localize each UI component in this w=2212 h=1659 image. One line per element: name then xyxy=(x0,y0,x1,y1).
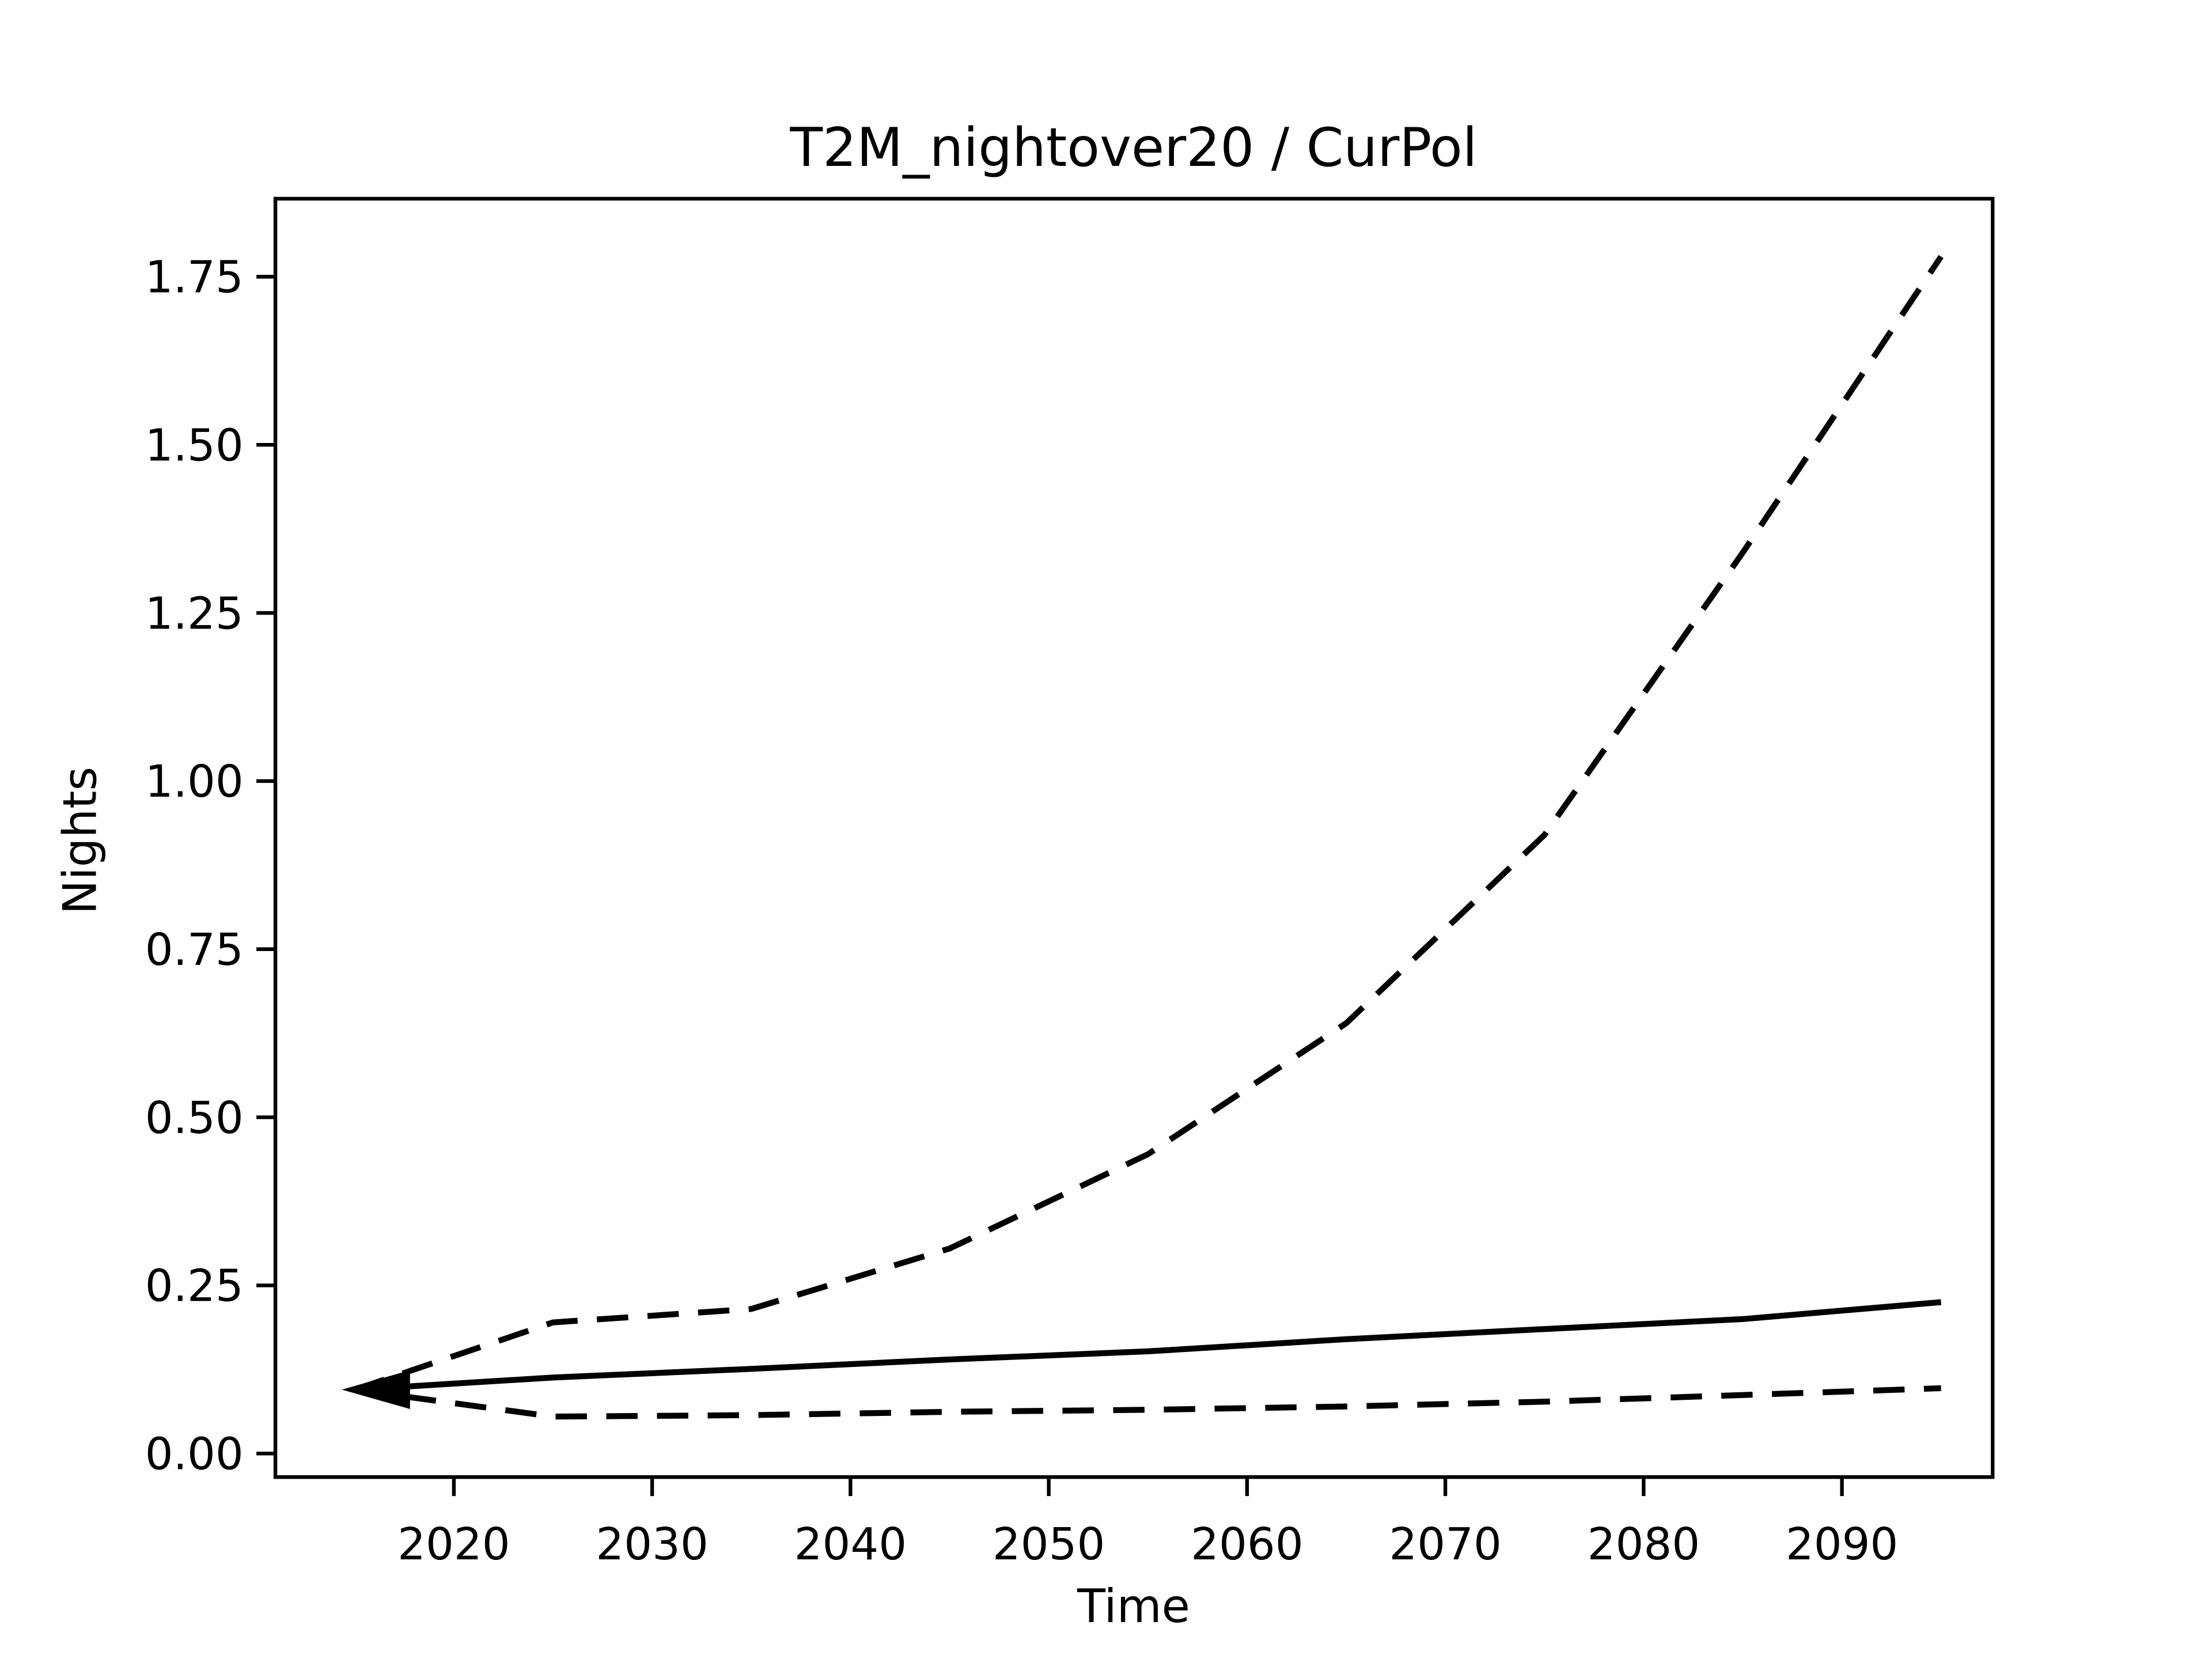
start-arrow-marker xyxy=(342,1370,410,1409)
y-tick-label: 1.25 xyxy=(145,588,244,639)
x-tick-label: 2080 xyxy=(1588,1519,1700,1570)
y-tick-label: 0.25 xyxy=(145,1261,244,1312)
y-tick-label: 1.00 xyxy=(145,756,244,808)
y-tick-label: 1.75 xyxy=(145,252,244,304)
x-tick-label: 2040 xyxy=(794,1519,907,1570)
series-line-upper-bound xyxy=(354,255,1944,1393)
chart-title: T2M_nightover20 / CurPol xyxy=(789,116,1477,179)
x-tick-label: 2030 xyxy=(596,1519,708,1570)
y-tick-label: 0.75 xyxy=(145,925,244,976)
y-tick-label: 0.00 xyxy=(145,1429,244,1480)
x-tick-label: 2070 xyxy=(1389,1519,1501,1570)
series-line-median xyxy=(354,1299,1942,1393)
x-tick-label: 2050 xyxy=(993,1519,1105,1570)
y-tick-label: 1.50 xyxy=(145,420,244,471)
x-axis-label: Time xyxy=(1077,1580,1190,1633)
x-tick-label: 2090 xyxy=(1786,1519,1898,1570)
x-tick-label: 2060 xyxy=(1191,1519,1303,1570)
plot-frame xyxy=(273,196,1995,1479)
series-line-lower-bound xyxy=(354,1385,1941,1420)
y-tick-label: 0.50 xyxy=(145,1093,244,1144)
x-tick-label: 2020 xyxy=(397,1519,510,1570)
y-axis-label: Nights xyxy=(53,767,107,915)
